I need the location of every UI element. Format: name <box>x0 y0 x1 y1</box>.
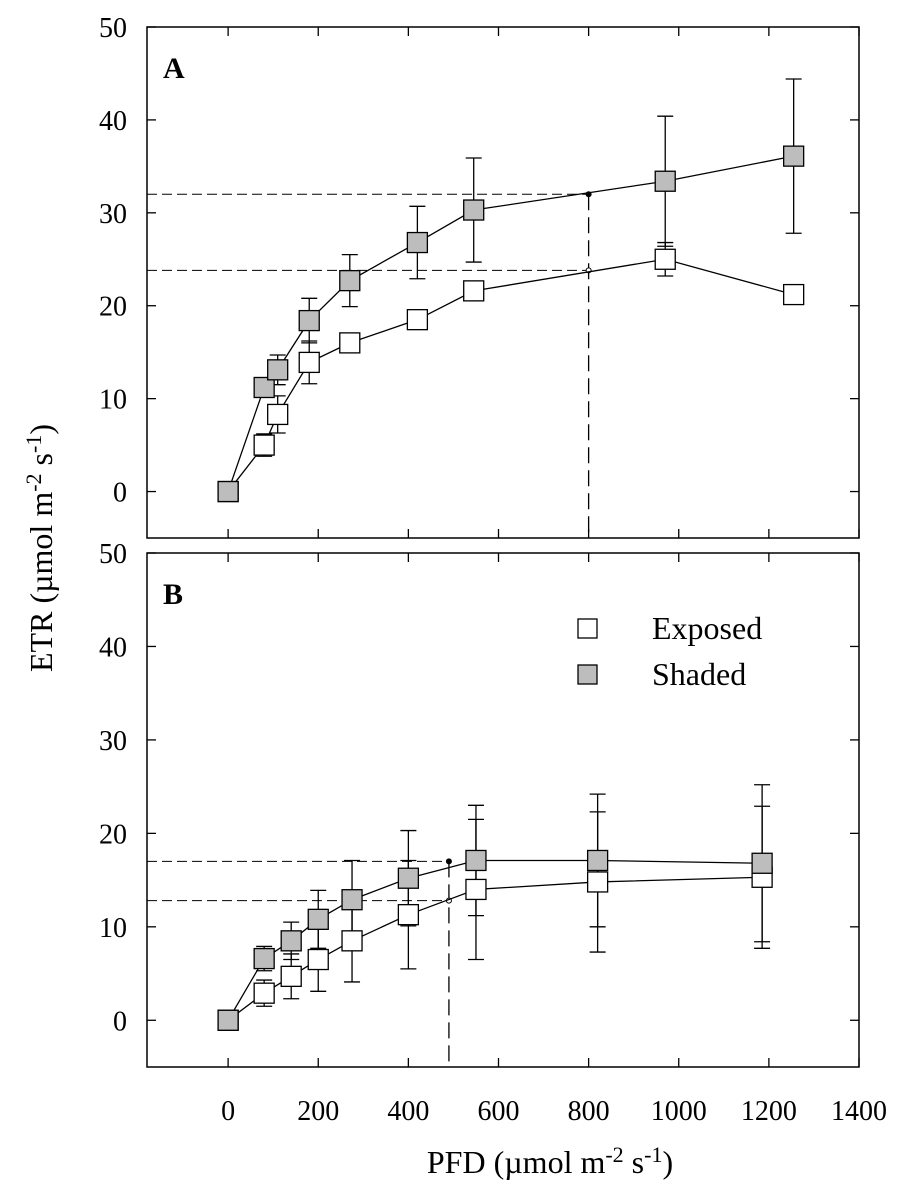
panel-b-exposed-point <box>253 982 275 1004</box>
panel-a-shaded-point <box>406 231 429 254</box>
panel-a-exposed-point <box>253 434 275 456</box>
panel-a-ytick-label: 30 <box>99 199 127 230</box>
panel-a-exposed-line <box>227 258 794 492</box>
panel-b-exposed-point <box>397 904 420 926</box>
panel-a: A 0 10 20 30 40 50 <box>99 13 860 539</box>
x-tick-label: 1200 <box>741 1096 797 1127</box>
panel-b-ref-point-shaded <box>445 858 452 865</box>
panel-b-ytick-label: 40 <box>99 632 127 663</box>
panel-b-shaded-point <box>217 1009 239 1031</box>
panel-a-exposed-point <box>783 283 805 306</box>
panel-b-frame <box>146 552 860 1068</box>
panel-b-shaded-point <box>280 930 302 952</box>
panel-b-shaded-point <box>397 867 420 889</box>
panel-b-shaded-point <box>307 908 329 930</box>
panel-b-ytick-label: 0 <box>113 1006 127 1037</box>
panel-a-exposed-point <box>298 351 320 374</box>
panel-a-shaded-point <box>463 199 485 221</box>
panel-b-exposed-point <box>586 871 609 893</box>
panel-b-ytick-label: 50 <box>99 539 127 570</box>
x-axis-title: PFD (µmol m-2 s-1) <box>427 1142 673 1180</box>
panel-b-shaded-line <box>227 859 763 1021</box>
panel-a-shaded-point <box>267 359 289 381</box>
x-tick-label: 800 <box>568 1096 610 1127</box>
panel-a-exposed-point <box>339 332 361 354</box>
panel-b-exposed-point <box>465 878 487 901</box>
panel-a-shaded-point <box>339 269 361 292</box>
panel-a-shaded-point <box>298 309 320 332</box>
panel-b-ytick-label: 20 <box>99 819 127 850</box>
x-tick-label: 600 <box>477 1096 519 1127</box>
y-axis-title: ETR (µmol m-2 s-1) <box>21 424 59 672</box>
legend-label-shaded: Shaded <box>652 656 746 692</box>
panel-b-ytick-label: 30 <box>99 726 127 757</box>
x-tick-label: 1400 <box>831 1096 887 1127</box>
panel-a-ytick-label: 20 <box>99 292 127 323</box>
panel-b-shaded-point <box>465 849 487 872</box>
panel-b-label: B <box>163 578 183 611</box>
panel-a-exposed-point <box>654 248 676 270</box>
legend: Exposed Shaded <box>577 610 762 692</box>
panel-b-shaded-point <box>253 947 275 970</box>
panel-b-exposed-point <box>341 930 363 952</box>
panel-b-shaded-point <box>586 849 609 872</box>
panel-a-ytick-label: 50 <box>99 13 127 44</box>
panel-a-shaded-point <box>783 145 805 167</box>
panel-b-exposed-line <box>227 876 763 1021</box>
x-tick-label: 1000 <box>651 1096 707 1127</box>
panel-b: B 0 10 20 30 40 50 <box>99 539 860 1068</box>
x-tick-label: 200 <box>297 1096 339 1127</box>
panel-a-ytick-label: 0 <box>113 478 127 509</box>
panel-b-shaded-point <box>751 852 773 874</box>
panel-a-shaded-point <box>217 480 239 503</box>
legend-label-exposed: Exposed <box>652 610 762 646</box>
panel-b-exposed-point <box>280 965 302 987</box>
panel-b-ytick-label: 10 <box>99 913 127 944</box>
panel-a-exposed-point <box>406 309 429 331</box>
legend-swatch-exposed <box>577 618 598 639</box>
panel-b-exposed-point <box>307 948 329 971</box>
panel-a-shaded-point <box>253 376 275 399</box>
panel-a-ytick-label: 40 <box>99 106 127 137</box>
panel-a-exposed-point <box>463 280 485 302</box>
panel-a-label: A <box>163 52 185 85</box>
panel-a-shaded-point <box>654 170 676 192</box>
panel-b-shaded-point <box>341 889 363 911</box>
legend-swatch-shaded <box>577 664 598 685</box>
panel-a-exposed-point <box>267 403 289 426</box>
panel-a-ytick-label: 10 <box>99 385 127 416</box>
panel-a-frame <box>146 26 860 539</box>
x-tick-label: 400 <box>387 1096 429 1127</box>
x-tick-label: 0 <box>221 1096 235 1127</box>
